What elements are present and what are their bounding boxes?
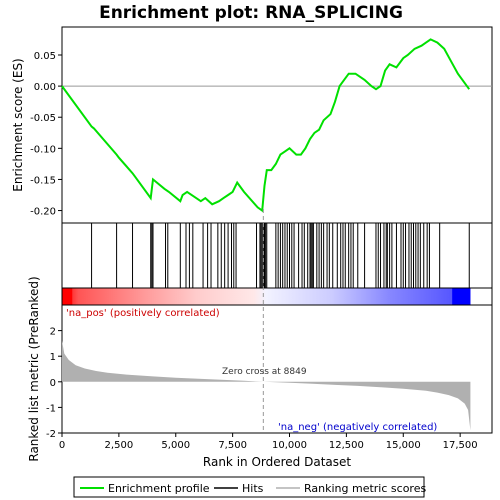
metric-y-tick-label: 1	[50, 352, 56, 363]
legend-metric-label: Ranking metric scores	[304, 482, 426, 495]
metric-y-tick-label: 0	[50, 378, 56, 389]
es-y-tick-label: -0.05	[30, 113, 56, 124]
rank-color-bar-blue-end	[452, 288, 471, 305]
x-axis: 0 2,500 5,000 7,500 10,000 12,500 15,000 17,500	[59, 433, 478, 451]
ranking-metric-area	[62, 340, 471, 431]
metric-y-label: Ranked list metric (PreRanked)	[27, 276, 41, 461]
metric-panel-frame	[61, 304, 493, 434]
es-y-tick-label: -0.20	[30, 207, 56, 218]
legend-enrichment-label: Enrichment profile	[108, 482, 210, 495]
x-tick-label: 17,500	[443, 440, 478, 451]
metric-y-tick-label: 2	[50, 327, 56, 338]
es-y-tick-label: 0.00	[34, 82, 56, 93]
x-tick-label: 10,000	[272, 440, 307, 451]
es-y-label: Enrichment score (ES)	[11, 58, 25, 191]
es-y-tick-label: -0.10	[30, 144, 56, 155]
x-tick-label: 7,500	[218, 440, 247, 451]
metric-y-axis: 2 1 0 -1 -2	[46, 327, 62, 440]
x-tick-label: 12,500	[329, 440, 364, 451]
es-y-axis: 0.05 0.00 -0.05 -0.10 -0.15 -0.20	[30, 51, 62, 218]
es-y-tick-label: 0.05	[34, 51, 56, 62]
legend-frame	[73, 476, 425, 498]
legend-hits-label: Hits	[242, 482, 264, 495]
enrichment-profile-line	[61, 38, 471, 213]
rank-color-bar-red-end	[62, 288, 73, 305]
rank-color-bar	[62, 288, 471, 305]
es-panel-frame	[61, 26, 493, 224]
zero-cross-label: Zero cross at 8849	[222, 367, 307, 377]
x-tick-label: 5,000	[161, 440, 190, 451]
x-axis-label: Rank in Ordered Dataset	[203, 455, 351, 469]
x-tick-label: 15,000	[386, 440, 421, 451]
hits-group	[91, 223, 470, 288]
metric-y-tick-label: -1	[46, 403, 56, 414]
negative-correlation-label: 'na_neg' (negatively correlated)	[278, 422, 437, 433]
x-tick-label: 0	[59, 440, 65, 451]
es-y-tick-label: -0.15	[30, 175, 56, 186]
metric-y-tick-label: -2	[46, 429, 56, 440]
x-tick-label: 2,500	[105, 440, 134, 451]
positive-correlation-label: 'na_pos' (positively correlated)	[66, 308, 220, 319]
chart-title: Enrichment plot: RNA_SPLICING	[99, 3, 403, 23]
legend: Enrichment profile Hits Ranking metric s…	[73, 476, 426, 498]
